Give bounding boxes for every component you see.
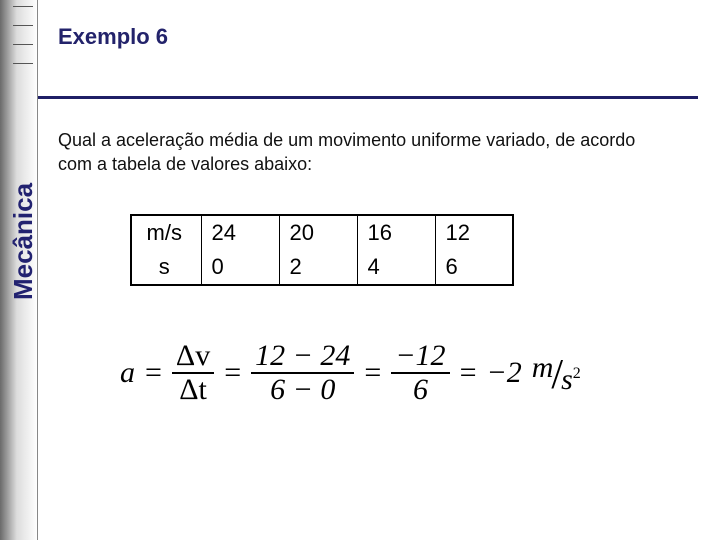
cell: 6 [435,250,513,285]
sidebar-label: Mecânica [8,183,39,300]
title-underline [38,96,698,99]
cell: 12 [435,215,513,250]
fraction-numeric-1: 12 − 24 6 − 0 [251,340,354,405]
acceleration-formula: a = Δv Δt = 12 − 24 6 − 0 = −12 6 = −2 m… [120,340,581,405]
equals-sign: = [224,356,241,390]
frac1-den: Δt [179,373,207,406]
unit-denominator: s2 [561,349,581,397]
cell: 2 [279,250,357,285]
result-value: −2 [486,356,521,390]
equals-sign: = [145,356,162,390]
row-unit: s [131,250,201,285]
frac2-den: 6 − 0 [266,374,339,406]
table-row: s 0 2 4 6 [131,250,513,285]
fraction-numeric-2: −12 6 [391,340,449,405]
frac3-num: −12 [391,340,449,374]
cell: 4 [357,250,435,285]
leftbar-ticks [5,6,33,64]
question-text: Qual a aceleração média de um movimento … [58,128,668,177]
frac1-num: Δv [176,339,210,372]
cell: 20 [279,215,357,250]
cell: 16 [357,215,435,250]
table-row: m/s 24 20 16 12 [131,215,513,250]
formula-lhs: a [120,356,135,390]
frac3-den: 6 [409,374,432,406]
equals-sign: = [364,356,381,390]
cell: 24 [201,215,279,250]
values-table: m/s 24 20 16 12 s 0 2 4 6 [130,214,514,286]
cell: 0 [201,250,279,285]
row-unit: m/s [131,215,201,250]
result-unit: m / s2 [532,349,581,397]
equals-sign: = [460,356,477,390]
unit-slash: / [551,351,563,399]
frac2-num: 12 − 24 [251,340,354,374]
fraction-dv-dt: Δv Δt [172,340,214,405]
unit-numerator: m [532,351,554,395]
slide-title: Exemplo 6 [58,24,168,50]
